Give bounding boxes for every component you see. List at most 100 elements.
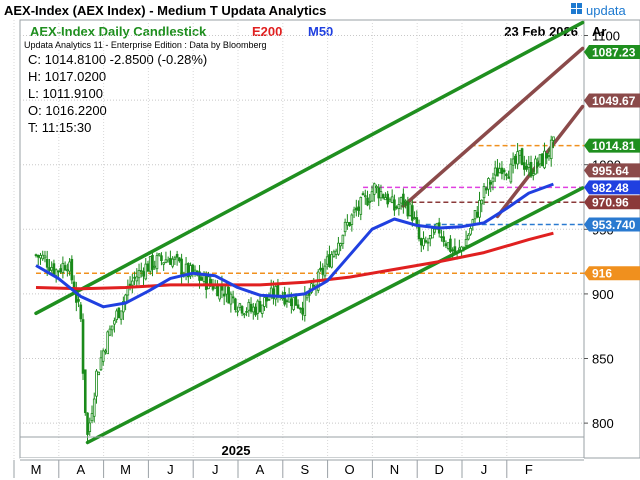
candle-body (57, 270, 60, 273)
candle-body (148, 256, 152, 272)
candle-body (301, 307, 304, 315)
candle-body (131, 280, 134, 286)
candle-body (487, 178, 490, 190)
candle-body (83, 369, 87, 413)
low-readout: L: 1011.9100 (28, 86, 103, 101)
candle-body (155, 255, 159, 270)
price-label-text: 970.96 (592, 196, 629, 210)
candle-body (464, 239, 468, 246)
price-label-text: 982.48 (592, 181, 629, 195)
candle-body (325, 256, 329, 265)
m50-label: M50 (308, 24, 333, 39)
candle-body (249, 303, 253, 312)
candle-body (489, 181, 493, 185)
candle-body (475, 211, 479, 218)
price-label-box (584, 180, 640, 195)
trend-line-brown-upper (401, 46, 585, 208)
price-label-box (584, 138, 640, 153)
price-label-box (584, 266, 640, 281)
candle-body (36, 254, 40, 258)
candle-body (54, 269, 58, 277)
price-label-box (584, 217, 640, 232)
candle-body (346, 221, 349, 226)
trend-line-channel-lower (85, 186, 585, 445)
candle-body (408, 203, 412, 216)
candle-body (531, 173, 535, 176)
candle-body (88, 422, 92, 432)
candle-body (283, 291, 286, 305)
price-label-text: 1014.81 (592, 139, 636, 153)
candle-body (41, 254, 45, 260)
candle-body (115, 310, 118, 320)
candle-body (70, 258, 74, 281)
month-tick-label: A (256, 462, 265, 477)
candle-body (355, 207, 358, 211)
candle-body (523, 162, 526, 170)
candle-body (218, 285, 221, 300)
candle-body (381, 194, 385, 199)
candle-body (139, 270, 143, 273)
candle-body (204, 274, 208, 290)
price-tick-label: 850 (592, 352, 614, 367)
candle-body (157, 253, 161, 256)
candle-body (146, 263, 150, 272)
candle-body (256, 300, 260, 314)
candle-body (458, 247, 461, 251)
candle-body (547, 155, 551, 157)
candle-body (229, 293, 233, 305)
candle-body (247, 301, 251, 311)
candle-body (375, 186, 378, 189)
candle-body (496, 167, 499, 177)
ma-line-m50 (35, 182, 554, 309)
month-tick-label: A (76, 462, 85, 477)
price-label-text: 1049.67 (592, 94, 636, 108)
candle-body (379, 191, 383, 199)
candle-body (238, 303, 242, 308)
candle-body (119, 310, 123, 320)
candle-body (180, 258, 183, 276)
candle-body (108, 328, 112, 336)
candle-body (200, 277, 204, 281)
candle-body (290, 298, 293, 307)
candle-body (502, 169, 506, 173)
candle-body (363, 195, 367, 198)
candle-body (319, 267, 322, 271)
plot-area (19, 19, 585, 459)
candle-body (511, 158, 515, 166)
candle-body (144, 263, 148, 280)
candle-body (491, 177, 495, 183)
candle-body (484, 188, 488, 191)
candle-body (142, 271, 145, 277)
candle-body (482, 185, 486, 199)
candle-body (428, 235, 432, 240)
candle-body (545, 153, 549, 159)
candle-body (334, 250, 338, 255)
candle-body (505, 173, 508, 177)
candle-body (348, 222, 351, 227)
candle-body (328, 254, 331, 268)
candle-body (509, 163, 513, 183)
candle-body (50, 267, 53, 271)
brand-name: updata (586, 3, 627, 18)
candle-body (175, 253, 179, 258)
candle-body (419, 238, 423, 246)
candle-body (81, 319, 85, 374)
candle-body (469, 228, 472, 235)
candle-body (478, 200, 481, 218)
candle-body (393, 199, 396, 211)
candle-body (162, 262, 165, 265)
candle-body (467, 234, 470, 240)
candle-body (90, 413, 94, 422)
candle-body (507, 176, 510, 179)
candle-body (538, 154, 542, 165)
candle-body (332, 251, 336, 257)
candle-body (86, 412, 89, 435)
candle-body (384, 197, 387, 201)
month-tick-label: M (31, 462, 42, 477)
candle-body (227, 286, 230, 304)
open-readout: O: 1016.2200 (28, 103, 107, 118)
candle-body (451, 249, 454, 252)
candle-body (422, 238, 425, 247)
price-tick-label: 900 (592, 287, 614, 302)
candle-body (267, 299, 271, 301)
